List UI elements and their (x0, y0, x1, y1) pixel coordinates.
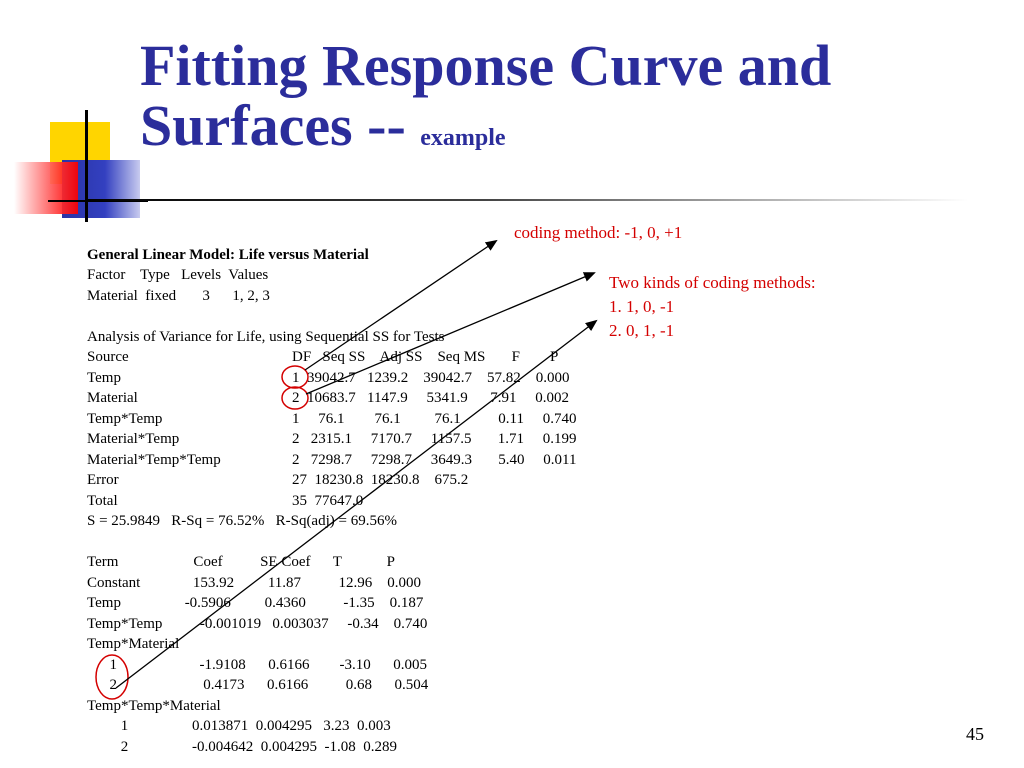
two-kinds-note: Two kinds of coding methods: (609, 273, 816, 292)
anova-row-stats: 1 39042.7 1239.2 39042.7 57.82 0.000 (292, 370, 570, 386)
anova-row-stats: 27 18230.8 18230.8 675.2 (292, 472, 469, 488)
slide-title: Fitting Response Curve and Surfaces -- e… (140, 36, 1000, 168)
logo-red-square (14, 162, 78, 214)
anova-header-source: Source (87, 349, 129, 365)
factor-row: Material fixed 3 1, 2, 3 (87, 288, 270, 304)
anova-row-source: Material*Temp*Temp (87, 452, 221, 468)
coef-row: 2 -0.004642 0.004295 -1.08 0.289 (87, 739, 397, 755)
anova-row-source: Temp*Temp (87, 411, 163, 427)
arrow-to-two-kinds (305, 272, 596, 395)
coding-method-2: 2. 0, 1, -1 (609, 321, 675, 340)
circle-temp-material-levels (95, 654, 129, 700)
anova-row-source: Material*Temp (87, 431, 180, 447)
page-number: 45 (966, 724, 984, 744)
coef-row: Constant 153.92 11.87 12.96 0.000 (87, 575, 422, 591)
arrow-from-temp-material (115, 319, 598, 689)
coef-row: 1 0.013871 0.004295 3.23 0.003 (87, 718, 391, 734)
coef-row: 1 -1.9108 0.6166 -3.10 0.005 (87, 657, 428, 673)
anova-row-source: Material (87, 390, 138, 406)
title-subtitle: example (420, 125, 506, 151)
coef-header: Term Coef SE Coef T P (87, 554, 395, 570)
anova-row-stats: 2 10683.7 1147.9 5341.9 7.91 0.002 (292, 390, 569, 406)
title-line-1: Fitting Response Curve and (140, 33, 832, 98)
coding-method-1: 1. 1, 0, -1 (609, 297, 675, 316)
anova-row-source: Total (87, 493, 118, 509)
title-divider-line (88, 199, 968, 201)
arrow-to-coding-method (304, 239, 498, 371)
circle-temp-df (281, 365, 309, 389)
model-summary: S = 25.9849 R-Sq = 76.52% R-Sq(adj) = 69… (87, 513, 397, 529)
anova-row-source: Error (87, 472, 119, 488)
anova-row-stats: 35 77647.0 (292, 493, 364, 509)
anova-row-stats: 1 76.1 76.1 76.1 0.11 0.740 (292, 411, 577, 427)
factor-header: Factor Type Levels Values (87, 267, 269, 283)
title-line-2: Surfaces -- (140, 93, 406, 158)
anova-row-stats: 2 2315.1 7170.7 1157.5 1.71 0.199 (292, 431, 577, 447)
circle-material-df (281, 386, 309, 410)
anova-row-stats: 2 7298.7 7298.7 3649.3 5.40 0.011 (292, 452, 577, 468)
logo-vertical-line (85, 110, 88, 222)
coef-row: Temp*Temp -0.001019 0.003037 -0.34 0.740 (87, 616, 428, 632)
glm-heading: General Linear Model: Life versus Materi… (87, 247, 369, 263)
coding-method-note: coding method: -1, 0, +1 (514, 223, 683, 242)
coef-row: Temp*Temp*Material (87, 698, 221, 714)
logo-horizontal-line (48, 200, 148, 202)
anova-row-source: Temp (87, 370, 121, 386)
coef-row: Temp*Material (87, 636, 180, 652)
coef-row: Temp -0.5906 0.4360 -1.35 0.187 (87, 595, 424, 611)
coef-row: 2 0.4173 0.6166 0.68 0.504 (87, 677, 429, 693)
anova-title: Analysis of Variance for Life, using Seq… (87, 329, 445, 345)
